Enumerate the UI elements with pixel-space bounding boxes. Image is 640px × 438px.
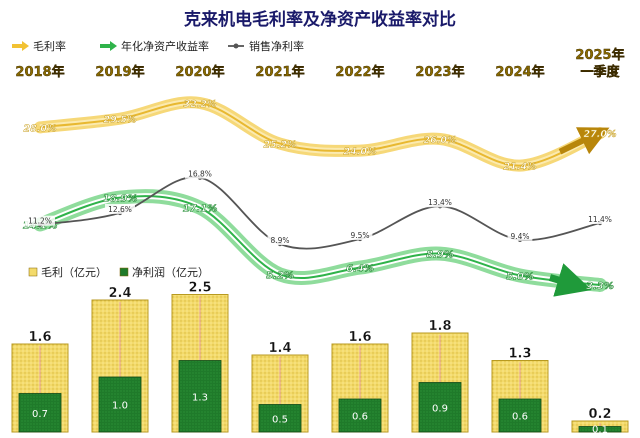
gross-margin-ribbon [34, 96, 606, 172]
net-margin-label: 9.5% [350, 231, 369, 240]
bar-legend-swatch [119, 267, 129, 277]
gross-margin-label: 25.2% [264, 140, 297, 151]
net-margin-label-bg [585, 214, 615, 224]
legend-label: 毛利率 [33, 39, 66, 53]
year-labels: 2018年 2019年 2020年 2021年 2022年 2023年 2024年 2025年… [15, 47, 625, 80]
net-margin-label-bg [25, 215, 55, 226]
net-margin-label-bg [105, 203, 135, 214]
gross-margin-line [39, 101, 601, 167]
year-label: 2021年 [255, 64, 304, 80]
bar-legend-label: 净利润（亿元） [132, 265, 209, 279]
year-label: 2020年 [175, 64, 224, 80]
gross-margin-label: 24.0% [344, 147, 377, 158]
legend-label: 年化净资产收益率 [121, 39, 209, 53]
net-margin-label: 11.4% [588, 215, 612, 224]
net-margin-label: 11.2% [28, 217, 52, 226]
roe-line [39, 195, 601, 286]
net-profit-bar [418, 382, 462, 433]
roe-label: 5.0% [506, 271, 534, 282]
net-profit-bar [338, 398, 382, 433]
net-margin-label-bg [507, 230, 533, 241]
net-profit-label: 0.6 [352, 412, 368, 423]
gross-profit-label: 1.6 [28, 330, 51, 345]
year-label: 2019年 [95, 64, 144, 80]
gross-margin-label: 26.0% [424, 135, 457, 146]
roe-label: 3.3% [586, 281, 614, 292]
gross-margin-label: 27.0% [584, 129, 617, 140]
net-margin-label: 16.8% [188, 170, 212, 179]
line-series: 28.0% 29.5% 32.2% 25.2% 24.0% 26.0% 21.4% 27.0%… [22, 96, 617, 297]
gross-margin-label: 21.4% [504, 162, 537, 173]
bar-legend-swatch [28, 267, 38, 277]
net-profit-label: 0.7 [32, 409, 48, 420]
bar-series: 1.6 0.7 2.4 1.0 2.5 1.3 1.4 0.5 1.6 0.6 1.8 0.9 1.3 0… [11, 280, 629, 435]
net-margin-label-bg [425, 197, 455, 208]
year-label: 2023年 [415, 64, 464, 80]
gross-profit-label: 1.4 [268, 341, 291, 356]
gross-profit-label: 1.3 [508, 347, 531, 362]
net-margin-label: 8.9% [270, 236, 289, 245]
year-label: 一季度 [580, 64, 620, 80]
legend-bars: 毛利（亿元） 净利润（亿元） [28, 265, 209, 279]
roe-label: 6.4% [346, 264, 374, 275]
gross-margin-arrow [558, 127, 610, 155]
net-profit-label: 0.9 [432, 403, 448, 414]
legend-arrow-icon [22, 41, 29, 51]
legend-top: 毛利率 年化净资产收益率 销售净利率 [12, 39, 304, 53]
net-profit-bar [18, 393, 62, 433]
year-label: 2024年 [495, 64, 544, 80]
gross-margin-label: 28.0% [24, 123, 57, 134]
net-profit-bar [578, 426, 622, 433]
net-profit-bar [258, 404, 302, 433]
roe-label: 5.2% [266, 270, 294, 281]
net-margin-label: 9.4% [510, 232, 529, 241]
bar-legend-label: 毛利（亿元） [41, 266, 107, 279]
roe-label: 8.9% [426, 250, 454, 261]
year-label: 2022年 [335, 64, 384, 80]
net-margin-label: 12.6% [108, 205, 132, 214]
net-profit-label: 0.6 [512, 412, 528, 423]
gross-profit-label: 1.6 [348, 330, 371, 345]
gross-profit-label: 2.4 [108, 286, 131, 301]
net-profit-label: 0.1 [592, 424, 608, 435]
net-margin-label: 13.4% [428, 198, 452, 207]
chart-title: 克来机电毛利率及净资产收益率对比 [184, 9, 456, 30]
gross-profit-label: 0.2 [588, 407, 611, 422]
net-profit-label: 1.3 [192, 392, 208, 403]
legend-label: 销售净利率 [249, 39, 304, 53]
roe-arrow [548, 263, 592, 297]
gross-profit-label: 2.5 [188, 281, 211, 296]
year-label: 2018年 [15, 64, 64, 80]
year-label: 2025年 [575, 47, 624, 63]
legend-arrow-icon [110, 41, 117, 51]
net-margin-label-bg [267, 235, 293, 245]
net-profit-label: 1.0 [112, 401, 128, 412]
net-profit-label: 0.5 [272, 414, 288, 425]
roe-label: 17.1% [183, 204, 218, 215]
roe-label: 18.9% [103, 194, 138, 205]
gross-margin-label: 29.5% [104, 115, 137, 126]
net-profit-bar [98, 376, 142, 433]
net-margin-label-bg [185, 168, 215, 179]
net-profit-bar [498, 398, 542, 433]
net-profit-bar [178, 360, 222, 433]
gross-margin-label: 32.2% [184, 99, 217, 110]
legend-marker [233, 43, 239, 49]
net-margin-label-bg [347, 229, 373, 240]
gross-profit-label: 1.8 [428, 319, 451, 334]
